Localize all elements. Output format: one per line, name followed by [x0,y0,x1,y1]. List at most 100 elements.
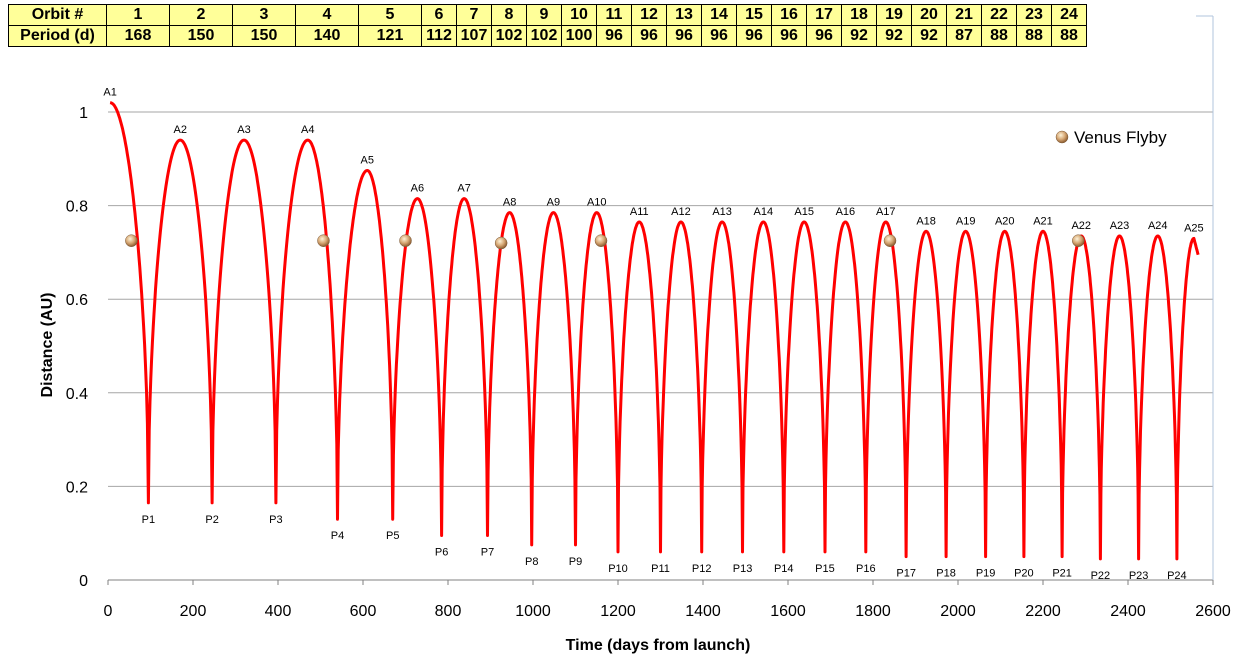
periapsis-label: P18 [936,568,956,580]
venus-flyby-marker [399,234,412,247]
period-row: Period (d) 168 150 150 140 121 112 107 102 102 10… [8,25,1087,47]
apoapsis-label: A22 [1071,220,1091,232]
period-value-cell: 102 [491,25,527,47]
periapsis-label: P13 [733,563,753,575]
x-tick-label: 1000 [515,603,551,620]
period-value-cell: 102 [526,25,562,47]
period-value-cell: 96 [736,25,772,47]
period-value-cell: 96 [596,25,632,47]
grid-lines [108,15,1214,581]
apoapsis-label: A6 [411,183,424,195]
periapsis-label: P14 [774,563,794,575]
period-value-cell: 96 [701,25,737,47]
x-tick-label: 2000 [940,603,976,620]
orbit-number-cell: 20 [911,4,947,26]
periapsis-label: P10 [608,563,628,575]
orbit-number-cell: 1 [106,4,170,26]
apoapsis-label: A7 [457,183,470,195]
x-tick-label: 1400 [685,603,721,620]
period-value-cell: 88 [981,25,1017,47]
orbit-header-cell: Orbit # [8,4,107,26]
y-axis-title: Distance (AU) [39,293,56,398]
y-tick-label: 0.4 [66,386,88,403]
orbit-number-cell: 12 [631,4,667,26]
x-tick-label: 2200 [1025,603,1061,620]
orbit-number-cell: 22 [981,4,1017,26]
apoapsis-label: A14 [754,206,774,218]
apoapsis-label: A3 [237,124,250,136]
orbit-number-cell: 8 [491,4,527,26]
x-tick-label: 600 [350,603,377,620]
apoapsis-label: A13 [712,206,732,218]
x-tick-label: 1800 [855,603,891,620]
apoapsis-label: A16 [836,206,856,218]
apoapsis-label: A5 [361,155,374,167]
venus-flyby-markers [125,234,1085,250]
apoapsis-label: A18 [916,215,936,227]
period-value-cell: 150 [232,25,296,47]
periapsis-label: P7 [481,547,494,559]
legend: Venus Flyby [1055,128,1167,147]
y-tick-label: 1 [79,105,88,122]
apoapsis-label: A20 [995,215,1015,227]
periapsis-label: P21 [1052,568,1072,580]
orbit-number-cell: 3 [232,4,296,26]
periapsis-label: P24 [1167,570,1187,582]
x-tick-label: 1200 [600,603,636,620]
apoapsis-label: A4 [301,124,314,136]
orbit-number-cell: 24 [1051,4,1087,26]
period-value-cell: 168 [106,25,170,47]
venus-flyby-marker [125,234,138,247]
periapsis-label: P8 [525,556,538,568]
apoapsis-label: A11 [630,206,649,218]
apoapsis-label: A21 [1033,215,1053,227]
legend-venus-flyby-marker [1055,130,1069,144]
periapsis-label: P3 [269,514,282,526]
period-value-cell: 96 [666,25,702,47]
period-value-cell: 100 [561,25,597,47]
venus-flyby-marker [494,236,508,250]
y-axis-ticks: 0 0.2 0.4 0.6 0.8 1 [66,105,88,590]
legend-venus-flyby-icon [1055,130,1069,144]
periapsis-label: P15 [815,563,835,575]
orbit-number-cell: 14 [701,4,737,26]
y-tick-label: 0.6 [66,292,88,309]
x-axis-ticks: 0 200 400 600 800 1000 1200 1400 1600 1800 2000 220… [104,580,1231,620]
distance-curve [109,101,1200,561]
x-tick-label: 0 [104,603,113,620]
periapsis-label: P16 [856,563,876,575]
apoapsis-label: A9 [547,197,560,209]
x-tick-label: 2600 [1195,603,1231,620]
periapsis-label: P22 [1091,570,1111,582]
venus-flyby-marker [883,234,897,247]
legend-label: Venus Flyby [1074,128,1167,147]
orbit-number-row: Orbit # 1 2 3 4 5 6 7 8 9 10 11 12 13 14 15 16 17 18 19 20 2… [8,4,1087,26]
apoapsis-label: A8 [503,197,516,209]
period-value-cell: 92 [876,25,912,47]
periapsis-label: P2 [205,514,218,526]
y-tick-label: 0 [79,573,88,590]
orbit-number-cell: 10 [561,4,597,26]
apoapsis-label: A10 [587,197,607,209]
x-tick-label: 2400 [1110,603,1146,620]
orbit-number-cell: 9 [526,4,562,26]
period-value-cell: 92 [841,25,877,47]
venus-flyby-marker [594,234,608,247]
periapsis-label: P9 [569,556,582,568]
periapsis-label: P5 [386,530,399,542]
period-value-cell: 92 [911,25,947,47]
apoapsis-label: A2 [174,124,187,136]
periapsis-label: P23 [1129,570,1149,582]
periapsis-label: P6 [435,547,448,559]
venus-flyby-marker [317,234,330,247]
period-value-cell: 88 [1016,25,1052,47]
apoapsis-label: A25 [1184,222,1204,234]
period-value-cell: 87 [946,25,982,47]
periapsis-label: P12 [692,563,712,575]
venus-flyby-marker [1072,234,1085,247]
periapsis-label: P20 [1014,568,1034,580]
apoapsis-label: A1 [103,87,116,99]
orbit-number-cell: 23 [1016,4,1052,26]
apoapsis-label: A23 [1110,220,1130,232]
apoapsis-label: A15 [794,206,814,218]
